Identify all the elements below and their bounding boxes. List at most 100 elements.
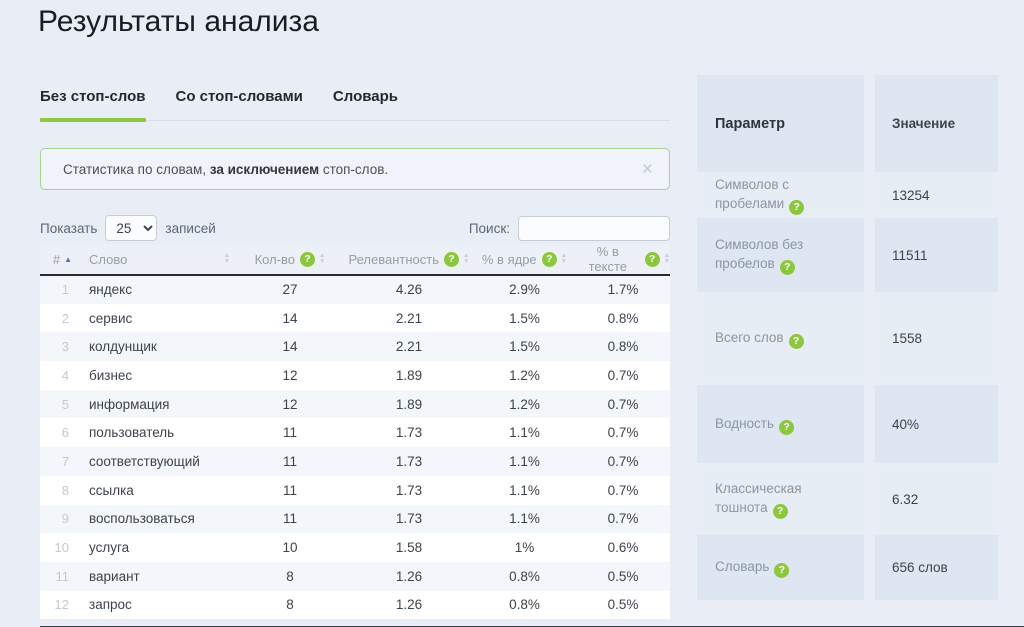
param-value: 6.32	[892, 491, 919, 507]
sort-icons: ▲ ▼	[560, 252, 568, 265]
value-cell: 1558	[875, 295, 998, 382]
param-value: 1558	[892, 331, 923, 346]
table-row: 8 ссылка 11 1.73 1.1% 0.7%	[40, 475, 670, 505]
table-cell: 1.73	[395, 482, 423, 498]
table-cell: 12	[282, 396, 298, 412]
table-cell: 8	[286, 568, 294, 584]
sort-asc-icon: ▲	[64, 254, 73, 264]
column-header-5[interactable]: % в тексте? ▲ ▼	[576, 244, 670, 276]
table-cell: 9	[61, 511, 69, 527]
tab-without-stopwords[interactable]: Без стоп-слов	[40, 88, 146, 122]
param-value: 13254	[892, 187, 930, 203]
value-cell: 6.32	[875, 466, 998, 532]
table-cell: яндекс	[89, 282, 132, 298]
close-icon[interactable]: ×	[641, 158, 653, 180]
table-cell: 11	[282, 425, 297, 441]
table-cell: соответствующий	[89, 453, 200, 469]
table-cell: 1.5%	[509, 339, 540, 355]
alert-text: Статистика по словам, за исключением сто…	[63, 161, 389, 177]
sort-icons: ▲ ▼	[223, 252, 230, 265]
column-header-0[interactable]: # ▲	[40, 244, 85, 276]
table-row: 7 соответствующий 11 1.73 1.1% 0.7%	[40, 447, 670, 476]
param-value: 11511	[892, 247, 928, 263]
param-value: 40%	[892, 416, 920, 432]
table-cell: 1%	[514, 540, 535, 556]
info-alert: Статистика по словам, за исключением сто…	[40, 148, 670, 190]
help-icon[interactable]: ?	[772, 504, 788, 519]
column-header-inner: % в ядре? ▲ ▼	[473, 251, 576, 267]
param-inner: Классическая тошнота?	[715, 479, 856, 519]
help-icon[interactable]: ?	[774, 563, 790, 578]
table-cell: 14	[282, 339, 298, 355]
help-icon[interactable]: ?	[299, 251, 315, 267]
table-cell: 10	[282, 540, 298, 556]
value-cell: 13254	[875, 175, 998, 215]
param-header-label: Параметр	[715, 115, 785, 132]
table-row: 10 услуга 10 1.58 1% 0.6%	[40, 533, 670, 562]
table-cell: 2.21	[395, 310, 423, 326]
table-cell: услуга	[89, 540, 130, 556]
page-size-group: Показать 25 записей	[40, 215, 216, 241]
table-cell: 1.2%	[509, 367, 540, 383]
table-body: 1 яндекс 27 4.26 2.9% 1.7% 2 сервис 14 2.21 1.5% 0.…	[40, 275, 670, 620]
column-header-4[interactable]: % в ядре? ▲ ▼	[473, 244, 576, 276]
table-cell: 1.26	[395, 568, 423, 584]
tab-label: Со стоп-словами	[175, 88, 303, 105]
table-header-row: # ▲ Слово ▲ ▼ Кол-во? ▲ ▼ Релевантность? ▲ ▼% в яд…	[40, 244, 670, 276]
table-cell: 1.5%	[509, 310, 540, 326]
column-header-inner: Релевантность? ▲ ▼	[345, 251, 473, 267]
table-cell: вариант	[89, 568, 140, 584]
search-input[interactable]	[518, 215, 670, 241]
tab-dictionary[interactable]: Словарь	[333, 88, 398, 120]
help-icon[interactable]: ?	[444, 251, 460, 267]
help-icon[interactable]: ?	[789, 200, 805, 215]
param-label: Всего слов	[715, 330, 784, 345]
column-header-3[interactable]: Релевантность? ▲ ▼	[345, 244, 473, 276]
table-cell: 1.73	[395, 425, 423, 441]
sort-down-icon: ▼	[560, 258, 568, 265]
sort-icons: ▲ ▼	[664, 252, 670, 265]
table-cell: 0.8%	[607, 310, 639, 326]
value-header-cell: Значение	[875, 75, 998, 172]
table-cell: бизнес	[89, 367, 133, 383]
table-cell: 0.7%	[607, 396, 639, 412]
param-header-cell: Параметр	[697, 75, 864, 172]
help-icon[interactable]: ?	[644, 251, 660, 267]
table-cell: информация	[89, 396, 170, 412]
table-row: 2 сервис 14 2.21 1.5% 0.8%	[40, 303, 670, 333]
param-cell: Словарь?	[697, 535, 864, 600]
table-row: 4 бизнес 12 1.89 1.2% 0.7%	[40, 361, 670, 390]
table-cell: 0.5%	[607, 597, 639, 613]
column-label: Кол-во	[254, 251, 295, 267]
records-label: записей	[165, 220, 216, 236]
table-row: 1 яндекс 27 4.26 2.9% 1.7%	[40, 275, 670, 304]
table-cell: 1.1%	[509, 511, 540, 527]
param-label: Водность	[715, 415, 775, 431]
table-cell: колдунщик	[89, 339, 157, 355]
param-cell: Символов без пробелов?	[697, 218, 864, 292]
column-header-2[interactable]: Кол-во? ▲ ▼	[235, 244, 345, 276]
sidebar-row: Символов с пробелами? 13254	[697, 175, 998, 215]
parameters-panel: Параметр Значение Символов с пробелами? 1…	[697, 75, 998, 603]
column-label: % в тексте	[588, 244, 628, 274]
value-cell: 656 слов	[875, 535, 998, 600]
column-header-1[interactable]: Слово ▲ ▼	[85, 244, 235, 276]
table-cell: 1.1%	[509, 425, 540, 441]
help-icon[interactable]: ?	[779, 260, 795, 275]
table-cell: 2.9%	[509, 282, 540, 298]
sort-up-icon: ▲	[463, 252, 470, 259]
help-icon[interactable]: ?	[541, 251, 557, 267]
table-cell: 0.7%	[607, 482, 639, 498]
tab-with-stopwords[interactable]: Со стоп-словами	[176, 88, 303, 120]
table-cell: 1.26	[395, 597, 423, 613]
help-icon[interactable]: ?	[779, 419, 795, 435]
table-cell: 4.26	[395, 282, 423, 298]
help-icon[interactable]: ?	[788, 334, 804, 349]
table-cell: 0.8%	[509, 597, 540, 613]
sort-down-icon: ▼	[223, 258, 230, 265]
table-cell: 1.2%	[509, 396, 540, 412]
table-cell: сервис	[89, 310, 133, 326]
page-size-select[interactable]: 25	[105, 215, 158, 241]
table-cell: 0.7%	[607, 453, 639, 469]
value-cell: 40%	[875, 385, 998, 463]
